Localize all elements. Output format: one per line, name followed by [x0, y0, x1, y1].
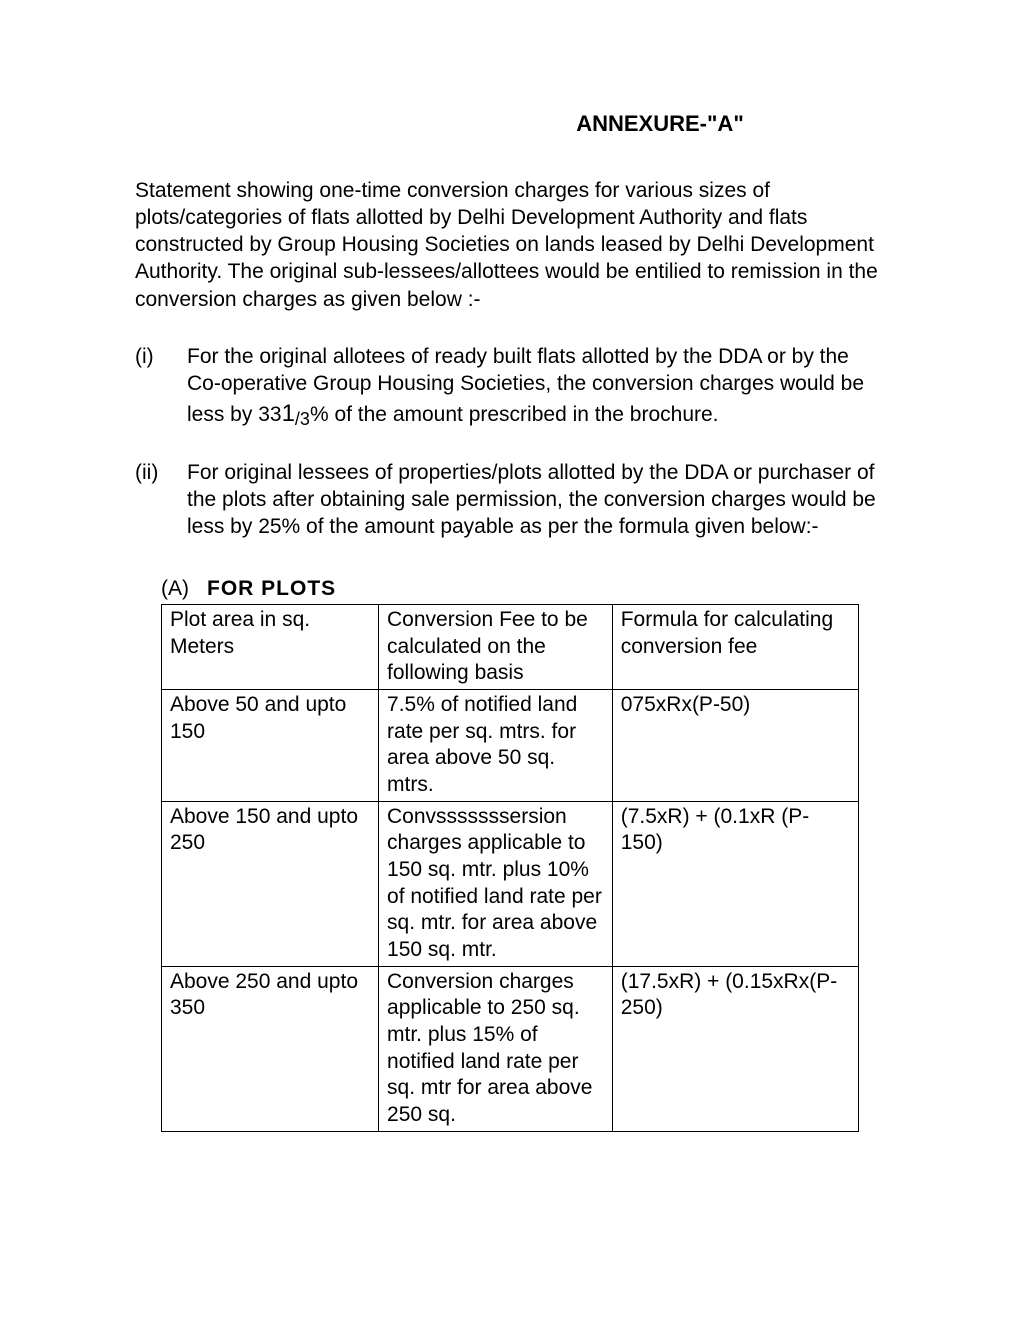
table-cell: Conversion charges applicable to 250 sq.… — [379, 966, 613, 1131]
list-item-ii: (ii) For original lessees of properties/… — [135, 459, 885, 541]
section-prefix: (A) — [161, 577, 189, 600]
table-cell: (17.5xR) + (0.15xRx(P-250) — [612, 966, 858, 1131]
fraction-numerator: 1 — [282, 400, 295, 427]
document-title: ANNEXURE-"A" — [435, 110, 885, 139]
list-marker: (ii) — [135, 459, 187, 541]
table-row: Above 150 and upto 250 Convsssssssersion… — [162, 801, 859, 966]
table-cell: 7.5% of notified land rate per sq. mtrs.… — [379, 690, 613, 802]
list-content: For original lessees of properties/plots… — [187, 459, 885, 541]
plots-table: Plot area in sq. Meters Conversion Fee t… — [161, 604, 859, 1131]
section-heading: (A) FOR PLOTS — [161, 575, 885, 602]
section-title: FOR PLOTS — [207, 577, 336, 600]
table-cell: 075xRx(P-50) — [612, 690, 858, 802]
table-header-cell: Formula for calculating conversion fee — [612, 605, 858, 690]
list-content: For the original allotees of ready built… — [187, 343, 885, 429]
table-cell: Above 250 and upto 350 — [162, 966, 379, 1131]
list-item-i: (i) For the original allotees of ready b… — [135, 343, 885, 429]
table-header-row: Plot area in sq. Meters Conversion Fee t… — [162, 605, 859, 690]
table-header-cell: Plot area in sq. Meters — [162, 605, 379, 690]
table-row: Above 50 and upto 150 7.5% of notified l… — [162, 690, 859, 802]
table-cell: Convsssssssersion charges applicable to … — [379, 801, 613, 966]
table-row: Above 250 and upto 350 Conversion charge… — [162, 966, 859, 1131]
intro-paragraph: Statement showing one-time conversion ch… — [135, 177, 885, 313]
text-post: % of the amount prescribed in the brochu… — [310, 403, 719, 426]
table-cell: Above 150 and upto 250 — [162, 801, 379, 966]
table-cell: Above 50 and upto 150 — [162, 690, 379, 802]
table-header-cell: Conversion Fee to be calculated on the f… — [379, 605, 613, 690]
fraction-denominator: /3 — [295, 409, 310, 429]
list-marker: (i) — [135, 343, 187, 429]
table-cell: (7.5xR) + (0.1xR (P-150) — [612, 801, 858, 966]
